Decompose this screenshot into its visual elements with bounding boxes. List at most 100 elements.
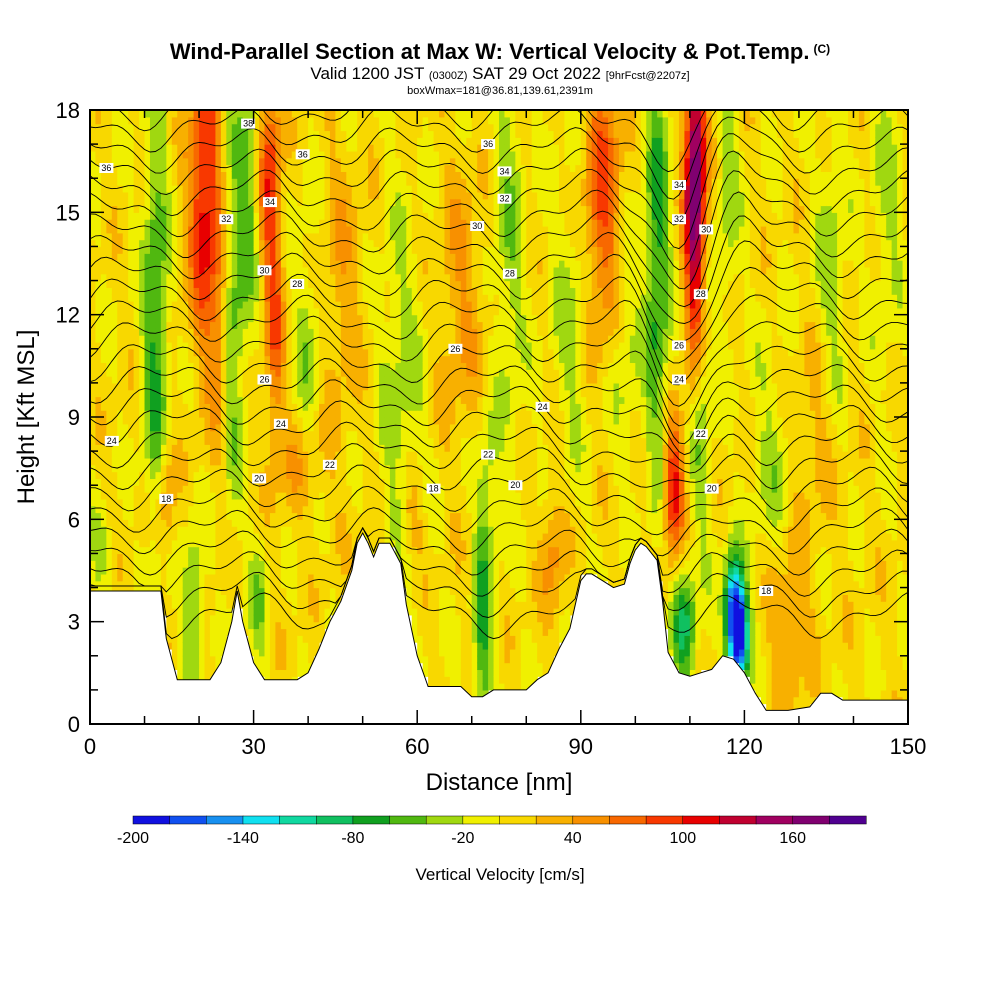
- w-cell: [106, 130, 113, 138]
- w-cell: [231, 505, 238, 514]
- w-cell: [313, 451, 320, 459]
- w-cell: [237, 553, 244, 561]
- w-cell: [117, 519, 124, 527]
- w-cell: [428, 191, 435, 200]
- w-cell: [400, 246, 407, 254]
- w-cell: [308, 635, 315, 643]
- w-cell: [411, 478, 418, 486]
- w-cell: [439, 185, 446, 193]
- w-cell: [384, 430, 391, 439]
- w-cell: [444, 580, 451, 589]
- w-cell: [351, 355, 358, 364]
- w-cell: [308, 287, 315, 295]
- w-cell: [269, 225, 277, 234]
- w-cell: [269, 335, 277, 343]
- w-cell: [308, 369, 315, 377]
- w-cell: [373, 178, 380, 186]
- w-cell: [329, 266, 336, 275]
- w-cell: [204, 225, 211, 234]
- w-cell: [329, 157, 336, 166]
- w-cell: [199, 648, 206, 657]
- w-cell: [280, 382, 287, 391]
- w-cell: [286, 362, 293, 370]
- w-cell: [269, 137, 277, 145]
- w-cell: [117, 451, 124, 459]
- w-cell: [428, 594, 435, 602]
- w-cell: [106, 123, 113, 132]
- w-cell: [340, 567, 347, 575]
- w-cell: [100, 492, 107, 500]
- w-cell: [237, 417, 244, 425]
- w-cell: [389, 348, 396, 357]
- w-cell: [395, 369, 402, 377]
- w-cell: [149, 212, 157, 220]
- w-cell: [264, 205, 271, 213]
- w-cell: [111, 471, 118, 479]
- w-cell: [199, 328, 206, 336]
- w-cell: [215, 437, 222, 445]
- w-cell: [264, 539, 271, 548]
- w-cell: [122, 328, 129, 336]
- w-cell: [264, 382, 271, 391]
- w-cell: [400, 348, 407, 357]
- w-cell: [182, 457, 189, 466]
- w-cell: [297, 294, 304, 302]
- w-cell: [220, 225, 227, 234]
- w-cell: [351, 273, 358, 282]
- w-cell: [428, 157, 435, 166]
- w-cell: [199, 471, 206, 479]
- w-cell: [297, 260, 304, 268]
- w-cell: [297, 219, 304, 227]
- w-cell: [373, 376, 380, 384]
- w-cell: [422, 294, 429, 302]
- w-cell: [319, 526, 326, 534]
- w-cell: [193, 423, 200, 432]
- w-cell: [433, 628, 440, 636]
- w-cell: [329, 362, 336, 370]
- w-cell: [280, 512, 287, 520]
- w-cell: [280, 110, 287, 118]
- w-cell: [149, 321, 157, 329]
- w-cell: [100, 573, 107, 582]
- w-cell: [248, 110, 255, 118]
- w-cell: [231, 198, 238, 207]
- w-cell: [302, 225, 309, 234]
- w-cell: [264, 621, 271, 630]
- w-cell: [302, 587, 309, 595]
- w-cell: [433, 273, 440, 282]
- w-cell: [209, 423, 217, 432]
- w-cell: [253, 662, 260, 671]
- w-cell: [264, 116, 271, 125]
- w-cell: [286, 205, 293, 213]
- w-cell: [275, 266, 282, 275]
- w-cell: [226, 116, 233, 125]
- w-cell: [395, 532, 402, 541]
- w-cell: [340, 273, 347, 282]
- w-cell: [100, 362, 107, 370]
- w-cell: [428, 232, 435, 241]
- w-cell: [160, 560, 167, 568]
- w-cell: [248, 594, 255, 602]
- w-cell: [95, 191, 102, 200]
- w-cell: [188, 519, 195, 527]
- w-cell: [193, 628, 200, 636]
- w-cell: [313, 444, 320, 452]
- w-cell: [177, 614, 184, 623]
- w-cell: [346, 225, 353, 234]
- w-cell: [389, 417, 396, 425]
- w-cell: [379, 144, 386, 152]
- w-cell: [319, 587, 326, 595]
- w-cell: [111, 451, 118, 459]
- w-cell: [209, 410, 217, 418]
- w-cell: [128, 273, 135, 282]
- w-cell: [95, 532, 102, 541]
- w-cell: [428, 130, 435, 138]
- w-cell: [144, 212, 151, 220]
- w-cell: [264, 546, 271, 555]
- w-cell: [389, 328, 396, 336]
- w-cell: [111, 307, 118, 316]
- w-cell: [313, 239, 320, 248]
- w-cell: [428, 253, 435, 261]
- w-cell: [122, 457, 129, 466]
- w-cell: [248, 219, 255, 227]
